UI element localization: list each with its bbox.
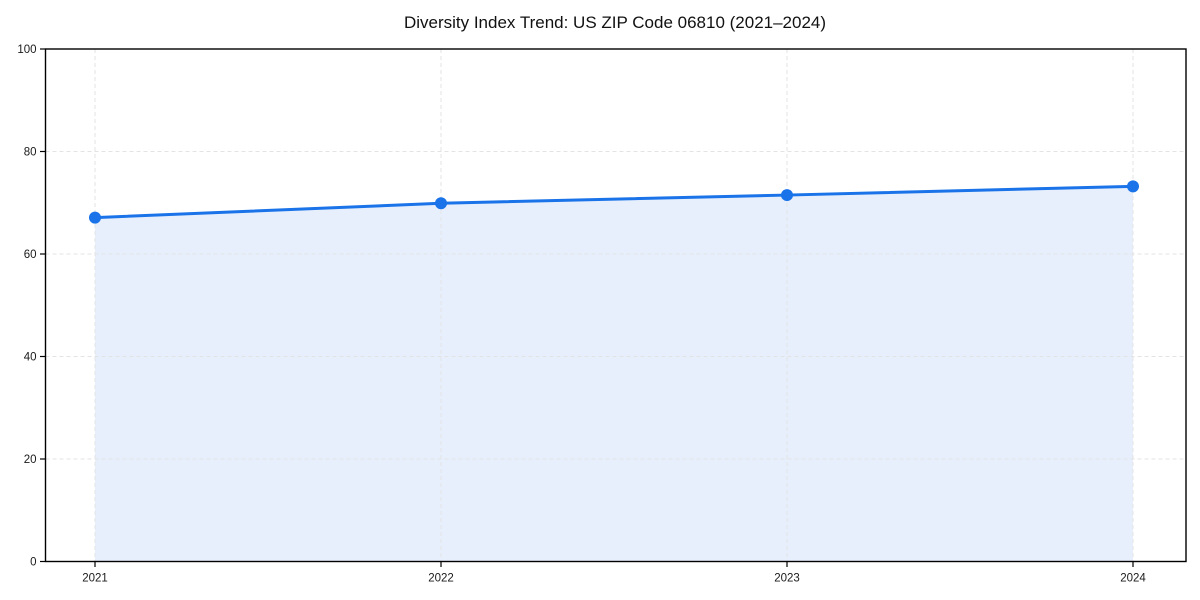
trend-line: [93, 184, 1135, 220]
series-layer: [89, 180, 1139, 224]
data-point-marker: [435, 197, 447, 210]
y-tick-label: 80: [24, 147, 37, 159]
x-tick-label: 2023: [774, 573, 800, 585]
area-layer: [95, 186, 1133, 562]
data-point-marker: [1127, 180, 1139, 193]
chart-title: Diversity Index Trend: US ZIP Code 06810…: [404, 13, 826, 32]
data-point-marker: [781, 189, 793, 202]
x-tick-label: 2022: [428, 573, 454, 585]
data-point-marker: [89, 211, 101, 224]
y-tick-label: 60: [24, 249, 37, 261]
area-fill: [95, 186, 1133, 562]
x-tick-label: 2021: [82, 573, 108, 585]
x-tick-label: 2024: [1120, 573, 1146, 585]
y-tick-label: 40: [24, 352, 37, 364]
grid-layer: [45, 48, 1186, 562]
y-tick-label: 100: [17, 44, 36, 56]
y-tick-label: 0: [30, 557, 36, 569]
axes-layer: [40, 48, 1187, 567]
y-tick-label: 20: [24, 454, 37, 466]
plot-border: [44, 48, 1187, 563]
tick-label-layer: 0 20 40 60 80 100 2021 2022 2023 2024: [17, 44, 1146, 585]
